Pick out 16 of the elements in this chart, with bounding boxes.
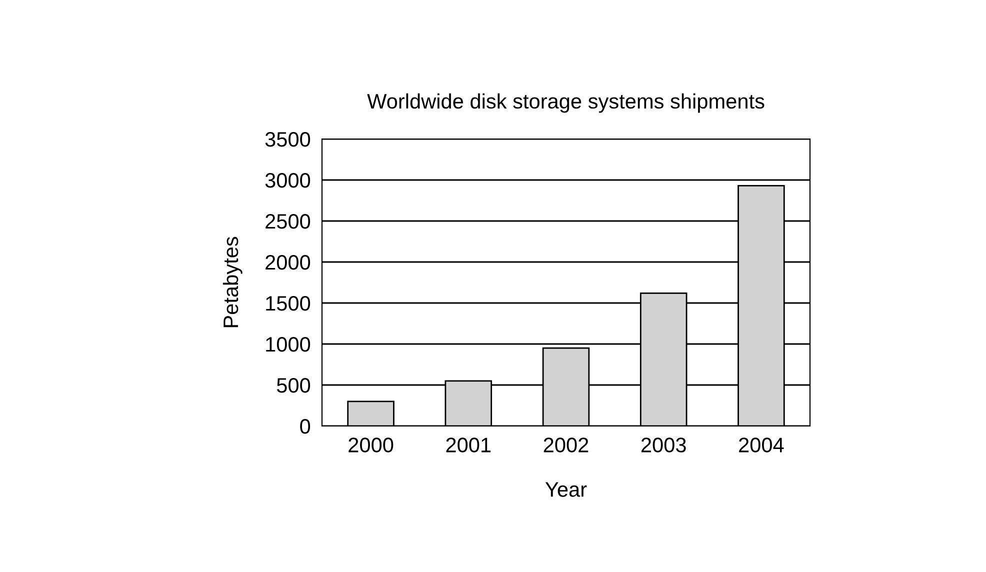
y-tick-label: 1500 — [266, 296, 310, 311]
chart-title: Worldwide disk storage systems shipments — [367, 93, 764, 113]
y-tick-label: 3000 — [265, 173, 310, 188]
y-axis-title: Petabytes — [222, 236, 242, 328]
y-tick-label: 1000 — [266, 337, 310, 352]
y-tick-label: 0 — [300, 419, 310, 434]
x-tick-label: 2001 — [446, 438, 491, 452]
x-tick-label: 2004 — [739, 438, 784, 452]
y-tick-label: 2000 — [266, 255, 310, 270]
x-tick-label: 2000 — [348, 438, 394, 452]
x-axis-title: Year — [545, 482, 587, 497]
y-tick-label: 2500 — [266, 214, 310, 229]
x-tick-label: 2003 — [641, 438, 686, 452]
y-tick-label: 3500 — [265, 132, 310, 147]
x-tick-label: 2002 — [544, 438, 588, 452]
y-tick-label: 500 — [276, 378, 310, 393]
